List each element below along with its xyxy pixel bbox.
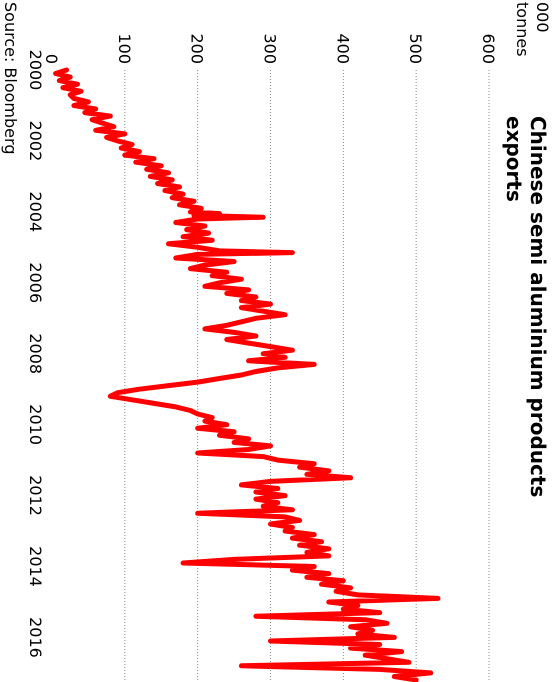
- gridlines: [125, 70, 489, 680]
- x-tick-label: 2012: [26, 475, 45, 516]
- y-tick-label: 500: [406, 33, 425, 64]
- x-tick-label: 2010: [26, 404, 45, 445]
- y-tick-label: 100: [115, 33, 134, 64]
- chart-title-line1: Chinese semi aluminium products: [526, 116, 550, 497]
- x-tick-label: 2014: [26, 546, 45, 587]
- source-note: Source: Bloomberg: [1, 2, 20, 154]
- x-tick-label: 2006: [26, 262, 45, 303]
- y-tick-label: 600: [479, 33, 498, 64]
- series-layer: [56, 70, 438, 680]
- x-tick-label: 2004: [26, 192, 45, 233]
- chart-title-line2: exports: [502, 116, 526, 202]
- x-tick-label: 2000: [26, 50, 45, 91]
- y-axis-unit-line1: 000: [533, 2, 552, 33]
- y-axis-ticks: 0 100 200 300 400 500 600: [42, 33, 498, 64]
- y-axis-unit-line2: tonnes: [513, 2, 532, 57]
- y-tick-label: 300: [261, 33, 280, 64]
- x-tick-label: 2002: [26, 121, 45, 162]
- x-axis-ticks: 2000 2002 2004 2006 2008 2010 2012 2014 2016: [26, 50, 45, 658]
- series-line: [56, 70, 438, 680]
- x-tick-label: 2016: [26, 617, 45, 658]
- y-tick-label: 200: [188, 33, 207, 64]
- x-tick-label: 2008: [26, 333, 45, 374]
- y-tick-label: 400: [333, 33, 352, 64]
